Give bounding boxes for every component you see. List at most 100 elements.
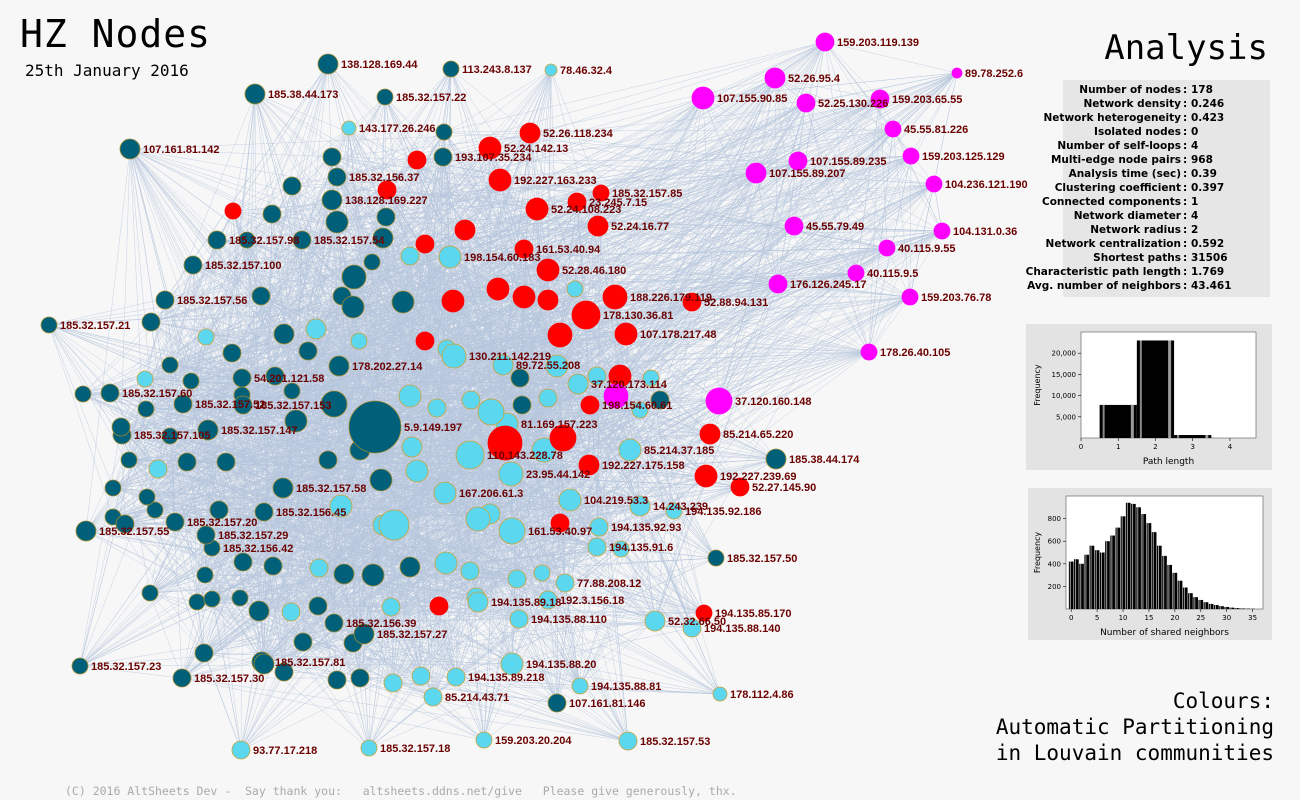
stat-row: Network density:0.246 [1063, 98, 1263, 112]
histogram-bar-highlight [1168, 564, 1170, 609]
node-label: 104.219.53.3 [584, 495, 648, 507]
graph-node [510, 368, 530, 388]
graph-node [138, 488, 156, 506]
graph-node [694, 464, 718, 488]
graph-node [282, 176, 302, 196]
stat-colon: : [1183, 84, 1188, 96]
graph-node [642, 369, 660, 387]
graph-node [519, 122, 541, 144]
stat-colon: : [1183, 266, 1188, 278]
histogram-bar [1099, 552, 1105, 609]
graph-node [398, 384, 422, 408]
graph-node [248, 600, 270, 622]
histogram-bar-highlight [1183, 587, 1185, 609]
x-axis-label: Number of shared neighbors [1100, 628, 1229, 638]
graph-node [547, 693, 567, 713]
stat-name: Avg. number of neighbors [1027, 280, 1181, 292]
graph-node [745, 162, 767, 184]
graph-node [567, 373, 589, 395]
node-label: 85.214.65.220 [723, 429, 793, 441]
graph-node [327, 167, 347, 187]
histogram-bar-highlight [1095, 550, 1097, 609]
histogram-bar-highlight [1178, 580, 1180, 609]
node-label: 185.32.157.53 [640, 736, 710, 748]
node-label: 107.155.89.207 [769, 168, 845, 180]
node-label: 185.32.156.39 [346, 618, 416, 630]
stat-value: 1 [1191, 196, 1199, 208]
graph-node [161, 427, 179, 445]
graph-node [442, 60, 460, 78]
histogram-bar-highlight [1147, 523, 1149, 609]
graph-node [682, 618, 702, 638]
node-label: 52.26.95.4 [788, 73, 841, 85]
graph-node [308, 596, 328, 616]
graph-node [292, 230, 312, 250]
graph-node [177, 452, 197, 472]
node-label: 185.32.157.98 [229, 235, 299, 247]
histogram-bar-highlight [1137, 507, 1139, 609]
graph-node [765, 448, 787, 470]
graph-node [327, 670, 347, 690]
histogram-bar-highlight [1209, 603, 1211, 609]
graph-labels: 159.203.119.13989.78.252.652.26.95.4107.… [60, 37, 1028, 757]
graph-node [478, 136, 502, 160]
stat-row: Number of nodes:178 [1063, 84, 1263, 98]
graph-node [298, 341, 318, 361]
stat-colon: : [1183, 140, 1188, 152]
graph-node [587, 537, 607, 557]
node-label: 178.202.27.14 [352, 361, 423, 373]
node-label: 192.227.163.233 [514, 175, 597, 187]
stat-value: 31506 [1191, 252, 1228, 264]
graph-node [383, 673, 403, 693]
node-label: 52.24.108.223 [551, 204, 621, 216]
graph-node [815, 32, 835, 52]
node-label: 78.46.32.4 [560, 65, 613, 77]
stat-colon: : [1183, 252, 1188, 264]
stat-name: Isolated nodes [1094, 126, 1181, 138]
node-label: 159.203.65.55 [892, 94, 962, 106]
graph-node [104, 479, 122, 497]
graph-node [216, 452, 236, 472]
y-tick-label: 200 [1048, 583, 1061, 591]
graph-node [381, 597, 401, 617]
graph-node [318, 450, 338, 470]
graph-node [533, 564, 551, 582]
graph-node [71, 657, 89, 675]
graph-node [784, 216, 804, 236]
graph-node [603, 383, 629, 409]
node-label: 185.32.157.21 [60, 320, 130, 332]
graph-node [322, 147, 342, 167]
stat-colon: : [1183, 210, 1188, 222]
node-label: 37.120.173.114 [591, 379, 668, 391]
graph-node [309, 558, 329, 578]
histogram-bar [1229, 607, 1235, 609]
node-label: 192.3.156.18 [560, 595, 624, 607]
graph-node [231, 589, 249, 607]
stat-row: Number of self-loops:4 [1057, 140, 1263, 154]
node-label: 52.26.118.234 [543, 128, 614, 140]
graph-node [254, 502, 274, 522]
histogram-bar [1079, 563, 1084, 609]
node-label: 113.243.8.137 [462, 64, 532, 76]
graph-node [197, 419, 219, 441]
graph-node [712, 686, 728, 702]
node-label: 52.88.94.131 [704, 297, 768, 309]
histogram-bar [1146, 523, 1152, 609]
graph-node [233, 552, 253, 572]
node-label: 45.55.81.226 [904, 124, 968, 136]
histogram-bar [1182, 587, 1188, 609]
legend-line-1: Colours: [1172, 689, 1274, 713]
x-tick-label: 25 [1196, 614, 1205, 622]
histogram-bar-highlight [1100, 552, 1102, 609]
histogram-bar-highlight [1163, 555, 1165, 609]
histogram-bar [1094, 550, 1100, 609]
graph-node [317, 53, 339, 75]
graph-node [884, 120, 902, 138]
histogram-bar [1198, 599, 1204, 609]
histogram-bar-highlight [1080, 563, 1082, 609]
graph-node [925, 175, 943, 193]
node-label: 40.115.9.55 [898, 243, 956, 255]
graph-node [333, 563, 355, 585]
stat-value: 0.423 [1191, 112, 1225, 124]
node-label: 185.32.156.37 [349, 172, 419, 184]
